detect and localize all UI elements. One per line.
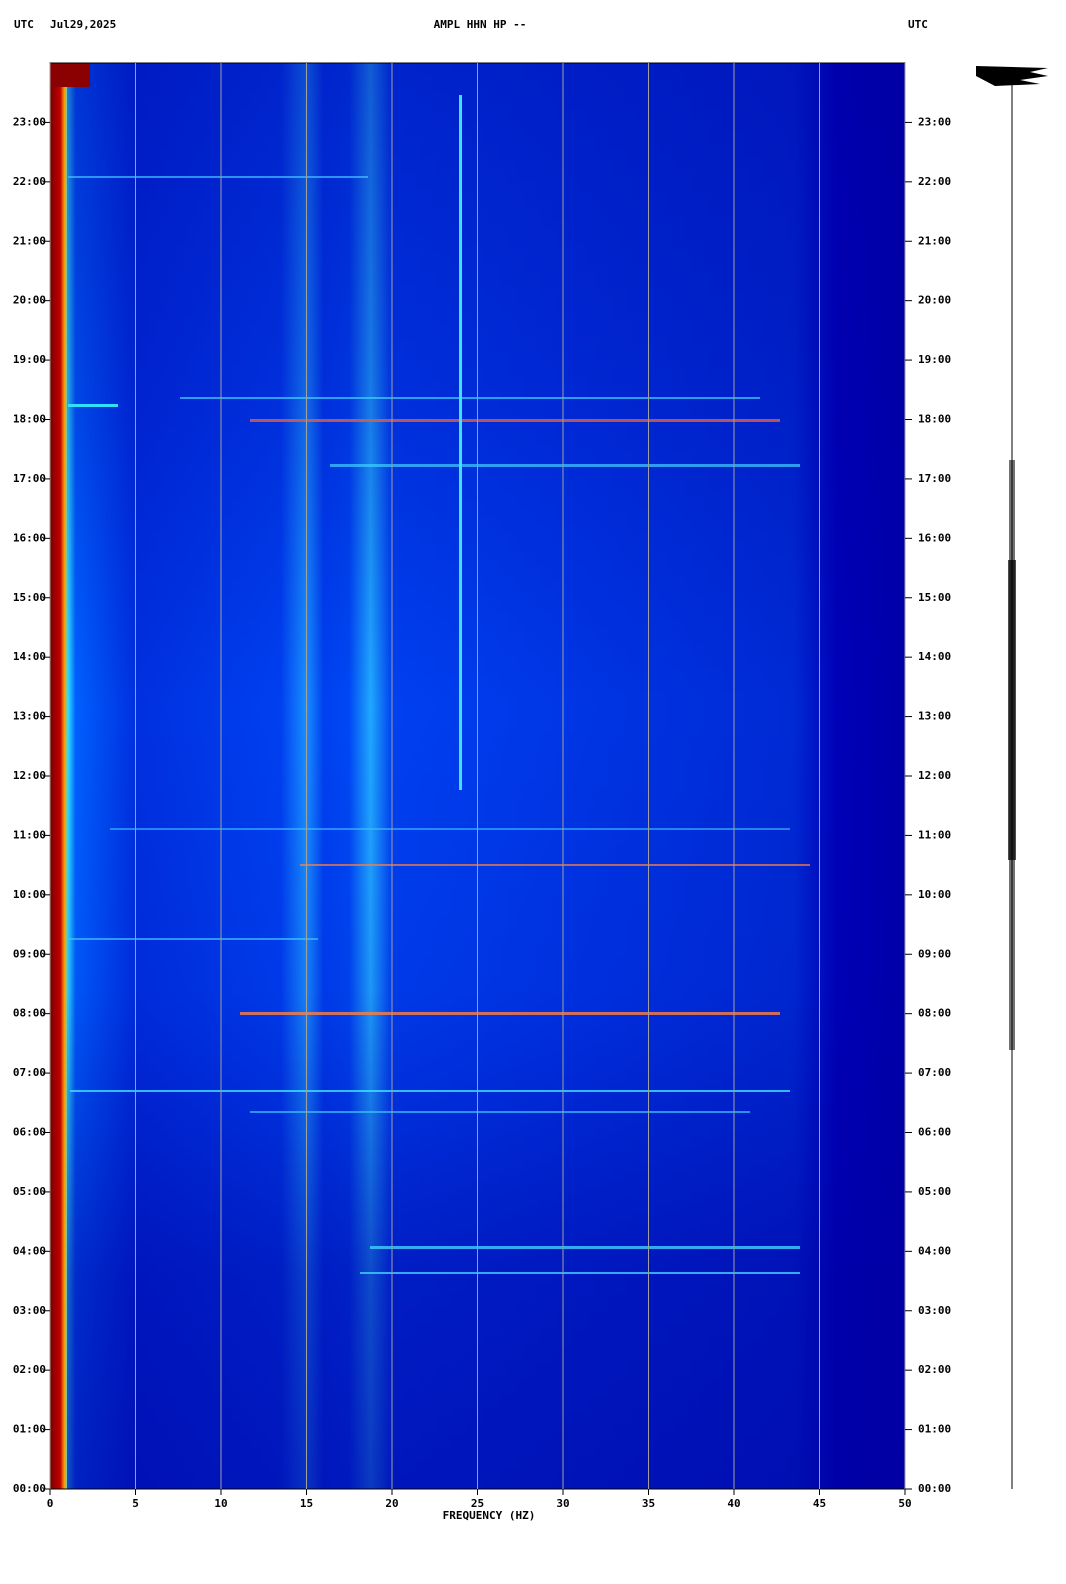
y-tick-label: 22:00 xyxy=(13,175,46,188)
y-tick-label: 12:00 xyxy=(918,769,951,782)
y-tick-label: 16:00 xyxy=(13,531,46,544)
y-tick-label: 18:00 xyxy=(918,413,951,426)
x-tick-label: 20 xyxy=(385,1497,398,1510)
time-zone-right: UTC xyxy=(908,18,928,31)
chart-title: AMPL HHN HP -- xyxy=(434,18,527,31)
y-tick-label: 08:00 xyxy=(13,1007,46,1020)
y-tick-label: 10:00 xyxy=(13,888,46,901)
seismogram-trace xyxy=(976,66,1048,1489)
y-tick-label: 19:00 xyxy=(13,353,46,366)
x-tick-label: 50 xyxy=(898,1497,911,1510)
date: Jul29,2025 xyxy=(50,18,116,31)
x-tick-label: 0 xyxy=(47,1497,54,1510)
y-tick-label: 04:00 xyxy=(918,1244,951,1257)
y-tick-label: 00:00 xyxy=(13,1482,46,1495)
y-tick-label: 15:00 xyxy=(13,591,46,604)
y-tick-label: 08:00 xyxy=(918,1007,951,1020)
y-tick-label: 13:00 xyxy=(918,710,951,723)
x-tick-label: 10 xyxy=(214,1497,227,1510)
y-tick-label: 14:00 xyxy=(918,650,951,663)
y-tick-label: 01:00 xyxy=(918,1423,951,1436)
y-tick-label: 20:00 xyxy=(918,294,951,307)
x-axis-label: FREQUENCY (HZ) xyxy=(443,1509,536,1522)
y-tick-label: 06:00 xyxy=(13,1126,46,1139)
x-tick-label: 40 xyxy=(727,1497,740,1510)
x-tick-label: 15 xyxy=(300,1497,313,1510)
y-tick-label: 21:00 xyxy=(918,234,951,247)
y-tick-label: 06:00 xyxy=(918,1126,951,1139)
x-tick-label: 5 xyxy=(132,1497,139,1510)
y-tick-label: 03:00 xyxy=(13,1304,46,1317)
y-tick-label: 02:00 xyxy=(13,1363,46,1376)
y-tick-label: 16:00 xyxy=(918,531,951,544)
y-tick-label: 10:00 xyxy=(918,888,951,901)
y-tick-label: 23:00 xyxy=(918,115,951,128)
y-tick-label: 00:00 xyxy=(918,1482,951,1495)
y-tick-label: 05:00 xyxy=(13,1185,46,1198)
y-tick-label: 11:00 xyxy=(13,828,46,841)
y-tick-label: 17:00 xyxy=(13,472,46,485)
y-tick-label: 15:00 xyxy=(918,591,951,604)
y-tick-label: 07:00 xyxy=(918,1066,951,1079)
y-tick-label: 23:00 xyxy=(13,115,46,128)
time-zone-left: UTC xyxy=(14,18,34,31)
y-tick-label: 02:00 xyxy=(918,1363,951,1376)
y-tick-label: 07:00 xyxy=(13,1066,46,1079)
x-tick-label: 35 xyxy=(642,1497,655,1510)
y-tick-label: 05:00 xyxy=(918,1185,951,1198)
x-tick-label: 30 xyxy=(556,1497,569,1510)
y-tick-label: 20:00 xyxy=(13,294,46,307)
y-tick-label: 01:00 xyxy=(13,1423,46,1436)
y-tick-label: 17:00 xyxy=(918,472,951,485)
y-tick-label: 11:00 xyxy=(918,828,951,841)
y-tick-label: 09:00 xyxy=(918,947,951,960)
x-tick-label: 45 xyxy=(813,1497,826,1510)
y-tick-label: 09:00 xyxy=(13,947,46,960)
y-tick-label: 18:00 xyxy=(13,413,46,426)
y-tick-label: 03:00 xyxy=(918,1304,951,1317)
y-tick-label: 22:00 xyxy=(918,175,951,188)
y-tick-label: 12:00 xyxy=(13,769,46,782)
x-tick-label: 25 xyxy=(471,1497,484,1510)
y-tick-label: 13:00 xyxy=(13,710,46,723)
y-tick-label: 21:00 xyxy=(13,234,46,247)
y-tick-label: 19:00 xyxy=(918,353,951,366)
y-tick-label: 14:00 xyxy=(13,650,46,663)
y-tick-label: 04:00 xyxy=(13,1244,46,1257)
